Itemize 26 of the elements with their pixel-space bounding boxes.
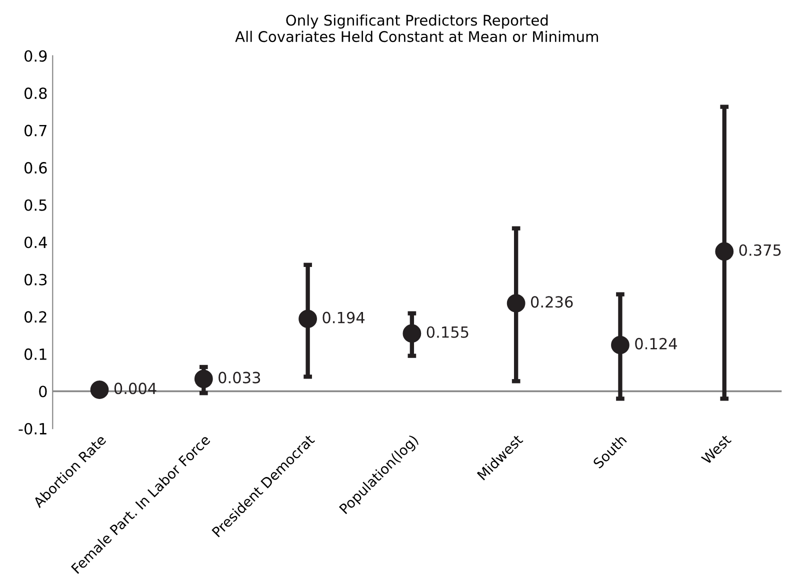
point — [506, 294, 526, 312]
data-label: 0.124 — [635, 338, 677, 350]
y-tick-label: 0.4 — [24, 236, 47, 248]
y-tick-label: 0.1 — [24, 348, 46, 360]
point — [611, 336, 630, 354]
data-label: 0.004 — [114, 382, 156, 394]
y-tick-label: 0.9 — [24, 50, 47, 62]
y-tick-label: 0.3 — [24, 274, 47, 286]
y-tick-label: 0.2 — [24, 311, 46, 323]
y-tick-label: 0.8 — [24, 88, 47, 100]
y-tick-label: 0.7 — [24, 124, 46, 136]
data-label: 0.194 — [322, 312, 365, 324]
data-label: 0.033 — [218, 372, 260, 384]
y-tick-label: 0.5 — [24, 199, 46, 211]
y-tick-label: 0 — [39, 386, 47, 398]
point — [194, 370, 213, 388]
data-label: 0.375 — [739, 244, 781, 256]
chart-title: Only Significant Predictors Reported All Covariates Held Constant at Mean or Minimum — [235, 14, 598, 42]
y-tick-label: 0.6 — [24, 162, 47, 174]
data-label: 0.236 — [530, 296, 573, 308]
point — [90, 380, 109, 399]
data-label: 0.155 — [426, 326, 468, 338]
point — [402, 324, 422, 343]
point — [298, 310, 317, 328]
y-tick-label: -0.1 — [18, 422, 46, 435]
point — [715, 242, 734, 261]
